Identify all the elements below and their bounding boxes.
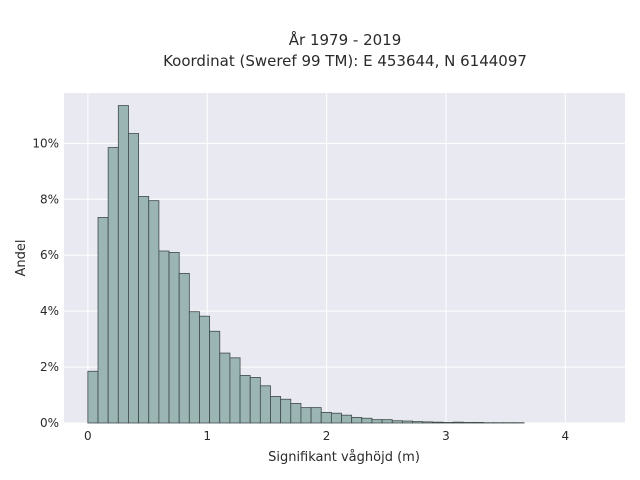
histogram-bar-2	[107, 147, 119, 424]
y-tick-label-4: 8%	[40, 192, 59, 206]
histogram-bar-9	[178, 272, 190, 424]
histogram-bar-12	[209, 330, 221, 424]
y-tick-label-0: 0%	[40, 416, 59, 430]
histogram-bar-13	[219, 352, 231, 424]
bars-group	[87, 105, 525, 424]
histogram-bar-21	[300, 407, 312, 424]
histogram-bar-29	[381, 419, 393, 424]
histogram-bar-4	[128, 133, 140, 424]
histogram-bar-14	[229, 357, 241, 424]
histogram-bar-0	[87, 370, 99, 424]
x-tick-label-3: 3	[442, 429, 450, 443]
histogram-bar-28	[371, 419, 383, 424]
histogram-bar-38	[473, 422, 484, 424]
y-tick-label-2: 4%	[40, 304, 59, 318]
histogram-bar-25	[341, 414, 353, 424]
histogram-bar-8	[168, 252, 180, 424]
histogram-bar-17	[259, 385, 271, 424]
histogram-bar-35	[442, 422, 454, 424]
y-tick-labels: 0% 2% 4% 6% 8% 10%	[32, 136, 59, 430]
chart-title-line2: Koordinat (Sweref 99 TM): E 453644, N 61…	[163, 52, 527, 70]
histogram-bar-22	[310, 407, 322, 424]
histogram-bar-34	[432, 421, 444, 424]
x-tick-label-4: 4	[561, 429, 569, 443]
histogram-bar-36	[452, 421, 464, 424]
histogram-bar-20	[290, 403, 302, 424]
histogram-bar-10	[188, 311, 200, 424]
histogram-bar-1	[97, 217, 109, 424]
histogram-bar-7	[158, 250, 170, 424]
y-tick-label-3: 6%	[40, 248, 59, 262]
histogram-bar-37	[462, 422, 474, 424]
histogram-bar-19	[280, 398, 292, 424]
x-tick-label-2: 2	[323, 429, 331, 443]
y-tick-label-1: 2%	[40, 360, 59, 374]
x-tick-label-0: 0	[84, 429, 92, 443]
histogram-bar-3	[117, 105, 129, 424]
histogram-bar-24	[330, 412, 342, 424]
histogram-bar-31	[401, 420, 413, 424]
y-axis-label: Andel	[14, 240, 29, 277]
histogram-bar-23	[320, 411, 332, 424]
histogram-bar-26	[351, 417, 363, 424]
histogram-bar-15	[239, 375, 251, 424]
x-axis-label: Signifikant våghöjd (m)	[268, 450, 420, 465]
x-tick-label-1: 1	[203, 429, 211, 443]
histogram-bar-18	[270, 396, 282, 424]
histogram-bar-6	[148, 200, 160, 424]
histogram-bar-16	[249, 377, 261, 424]
histogram-bar-27	[361, 417, 373, 424]
y-tick-label-5: 10%	[32, 136, 59, 150]
histogram-bar-11	[199, 315, 211, 424]
histogram-bar-30	[391, 420, 403, 424]
x-tick-labels: 0 1 2 3 4	[84, 429, 569, 443]
chart-title-line1: År 1979 - 2019	[289, 30, 402, 49]
histogram-bar-32	[412, 421, 424, 424]
histogram-bar-5	[138, 196, 150, 424]
histogram-bar-33	[422, 421, 434, 424]
